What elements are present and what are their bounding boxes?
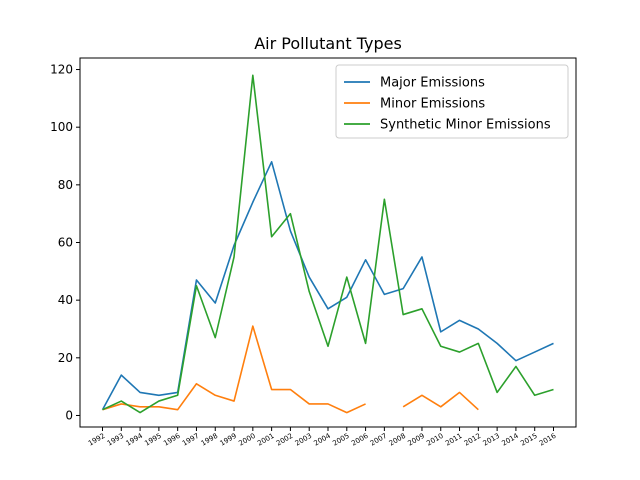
x-tick-label: 2004 [313,432,333,448]
x-tick-label: 1998 [200,432,219,448]
series-line [102,325,479,414]
x-tick-label: 2001 [256,432,275,448]
x-tick-label: 2016 [538,432,558,448]
x-tick-label: 2015 [519,432,538,448]
x-tick-label: 2006 [350,432,370,448]
legend-label: Major Emissions [380,76,485,91]
x-tick-label: 1995 [143,432,162,448]
x-tick-label: 1992 [87,432,106,448]
y-tick-label: 40 [58,293,73,307]
y-tick-label: 20 [58,351,73,365]
series-1 [102,325,479,414]
x-tick-label: 2007 [369,432,388,448]
x-tick-label: 2009 [407,432,426,448]
x-tick-label: 2013 [482,432,501,448]
x-axis: 1992 1993 1994 1995 1996 1997 1998 1999 2000 2001… [87,427,558,448]
y-axis: 0 20 40 60 80 100 120 [50,63,80,422]
legend: Major Emissions Minor Emissions Synthetic … [335,64,569,139]
x-tick-label: 2014 [500,432,520,448]
series-line [102,74,554,414]
x-tick-label: 1997 [181,432,200,448]
legend-label: Synthetic Minor Emissions [380,118,551,133]
y-tick-label: 60 [58,236,73,250]
legend-box [335,64,569,139]
chart-title: Air Pollutant Types [254,34,402,53]
y-tick-label: 80 [58,178,73,192]
series-line [101,160,554,411]
x-tick-label: 1994 [125,432,145,448]
y-tick-label: 100 [50,120,73,134]
y-tick-label: 120 [50,63,73,77]
x-tick-label: 2012 [463,432,482,448]
series-layer [101,74,554,414]
series-0 [101,160,554,411]
x-tick-label: 2003 [294,432,313,448]
legend-label: Minor Emissions [380,97,485,112]
x-tick-label: 1996 [162,432,182,448]
x-tick-label: 2005 [331,432,350,448]
x-tick-label: 1999 [219,432,238,448]
x-tick-label: 1993 [106,432,125,448]
x-tick-label: 2010 [425,432,444,448]
series-2 [102,74,554,414]
y-tick-label: 0 [65,408,73,422]
x-tick-label: 2002 [275,432,294,448]
x-tick-label: 2000 [237,432,256,448]
x-tick-label: 2011 [444,432,463,448]
x-tick-label: 2008 [388,432,407,448]
